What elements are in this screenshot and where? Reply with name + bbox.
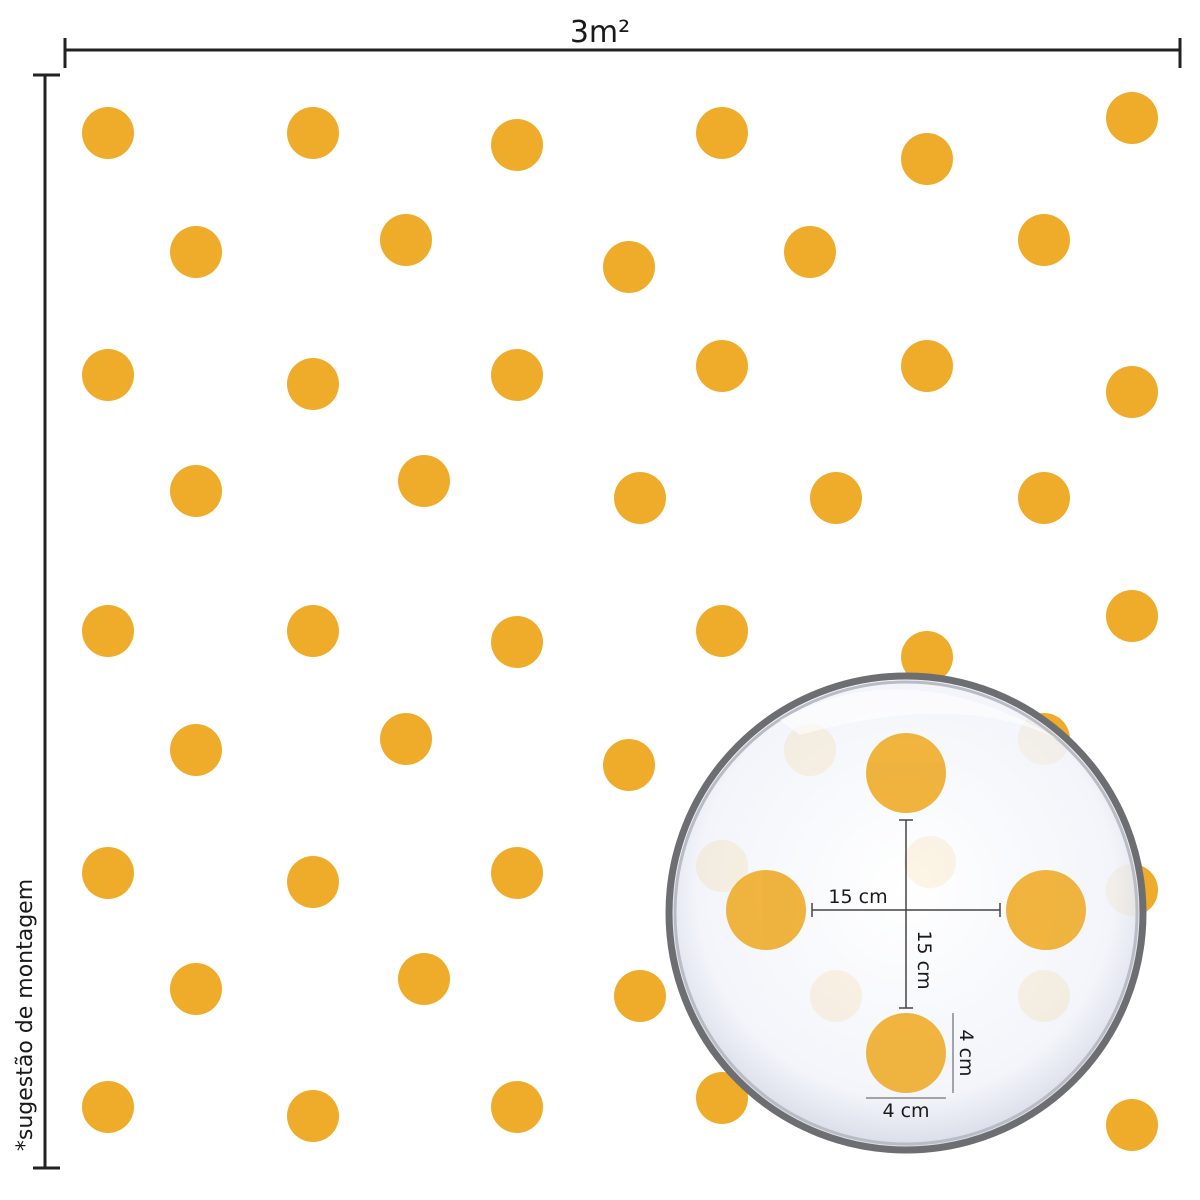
dot [810,472,862,524]
dot [398,455,450,507]
dot [901,133,953,185]
dot [82,847,134,899]
dot-height: 4 cm [955,1029,977,1076]
measure-lines [811,819,1001,1099]
assembly-note: *sugestão de montagem [13,879,38,1151]
faded-dots [696,724,1070,1022]
dot [696,1072,748,1124]
dot [491,616,543,668]
dot [398,953,450,1005]
faded-dot [1018,970,1070,1022]
width-dimension [63,38,1182,68]
faded-dot [810,970,862,1022]
magnified-dot [726,870,806,950]
dot [170,226,222,278]
dot [380,214,432,266]
dot [1106,366,1158,418]
dot-width: 4 cm [882,1100,929,1122]
faded-dot [904,836,956,888]
dot [1018,214,1070,266]
vertical-spacing: 15 cm [913,930,935,989]
dot [696,605,748,657]
horizontal-spacing: 15 cm [828,886,887,908]
faded-dot [784,724,836,776]
dot [901,340,953,392]
dot [287,107,339,159]
height-dimension [33,73,60,1170]
dot [614,970,666,1022]
dot [614,472,666,524]
faded-dot [696,840,748,892]
dot-pattern [82,92,1158,1151]
dot [82,605,134,657]
dot [170,724,222,776]
dot [82,349,134,401]
dot [82,1081,134,1133]
dot [82,107,134,159]
dot [1106,1099,1158,1151]
magnified-dot [866,733,946,813]
dot [287,605,339,657]
magnifier: 15 cm 15 cm 4 cm 4 cm [665,672,1147,1154]
dot [287,358,339,410]
dot [170,963,222,1015]
dot [603,739,655,791]
dot [491,1081,543,1133]
dot [901,631,953,683]
dot [1018,472,1070,524]
width-label: 3m² [570,15,630,50]
magnified-dot [866,1013,946,1093]
magnified-dots [726,733,1086,1093]
dot [491,847,543,899]
dot [603,241,655,293]
dot [287,1090,339,1142]
dot [170,465,222,517]
dot [380,713,432,765]
dot [1106,590,1158,642]
dot [1106,92,1158,144]
dot [784,226,836,278]
dot [491,349,543,401]
dot [696,107,748,159]
dot [491,119,543,171]
dot [287,856,339,908]
dot [696,340,748,392]
magnified-dot [1006,870,1086,950]
lens-highlight [780,689,1060,740]
lens-rim [673,680,1139,1146]
